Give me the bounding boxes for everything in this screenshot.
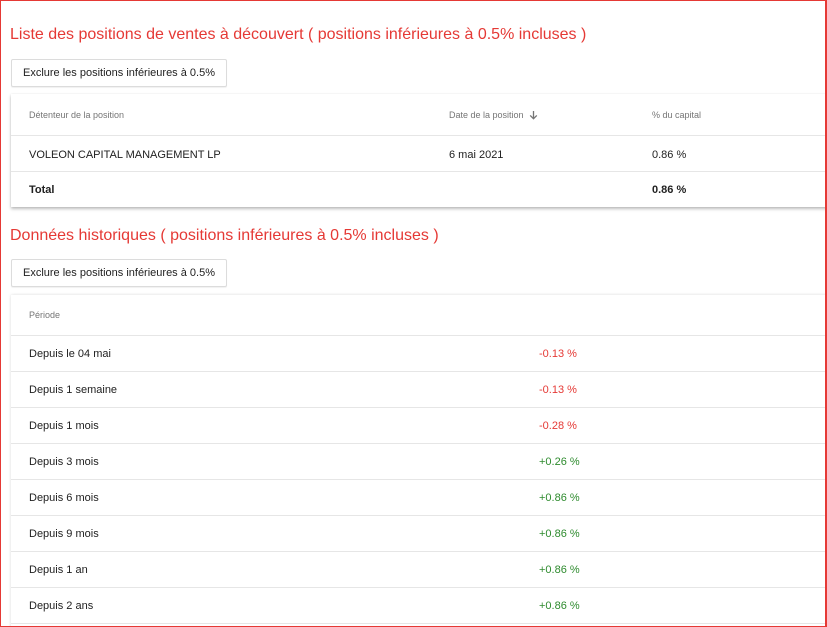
change-value: -0.13 % (539, 348, 577, 360)
table-row: VOLEON CAPITAL MANAGEMENT LP 6 mai 2021 … (11, 135, 825, 172)
arrow-down-icon[interactable] (529, 110, 538, 120)
change-value: +0.86 % (539, 600, 580, 612)
historical-table: Période Depuis le 04 mai -0.13 % Depuis … (11, 295, 825, 626)
change-value: +0.86 % (539, 564, 580, 576)
capital-percent: 0.86 % (652, 149, 687, 161)
period-label: Depuis 2 ans (29, 600, 94, 612)
change-value: -0.13 % (539, 384, 577, 396)
change-value: +0.86 % (539, 492, 580, 504)
table-row: Depuis 1 semaine -0.13 % (11, 371, 825, 408)
column-header-period[interactable]: Période (29, 310, 61, 320)
period-label: Depuis 9 mois (29, 528, 99, 540)
period-label: Depuis 3 mois (29, 456, 99, 468)
column-header-holder[interactable]: Détenteur de la position (29, 110, 125, 120)
table-row: Depuis 1 mois -0.28 % (11, 407, 825, 444)
period-label: Depuis 6 mois (29, 492, 99, 504)
holder-name: VOLEON CAPITAL MANAGEMENT LP (29, 149, 221, 161)
table-row: Depuis 6 mois +0.86 % (11, 479, 825, 516)
table-row: Depuis le 04 mai -0.13 % (11, 335, 825, 372)
historical-data-title: Données historiques ( positions inférieu… (10, 227, 439, 244)
period-label: Depuis le 04 mai (29, 348, 111, 360)
period-label: Depuis 1 an (29, 564, 88, 576)
table-row: Depuis 2 ans +0.86 % (11, 587, 825, 624)
short-positions-table: Détenteur de la position Date de la posi… (11, 94, 825, 207)
total-label: Total (29, 184, 55, 196)
position-date: 6 mai 2021 (449, 149, 504, 161)
change-value: -0.28 % (539, 420, 577, 432)
table-row: Depuis 9 mois +0.86 % (11, 515, 825, 552)
table-header: Période (11, 295, 825, 336)
table-header: Détenteur de la position Date de la posi… (11, 94, 825, 136)
exclude-small-positions-button-historical[interactable]: Exclure les positions inférieures à 0.5% (11, 259, 227, 287)
period-label: Depuis 1 semaine (29, 384, 118, 396)
period-label: Depuis 1 mois (29, 420, 99, 432)
column-header-capital[interactable]: % du capital (652, 110, 702, 120)
exclude-small-positions-button[interactable]: Exclure les positions inférieures à 0.5% (11, 59, 227, 87)
change-value: +0.26 % (539, 456, 580, 468)
total-row: Total 0.86 % (11, 171, 825, 207)
table-row: Depuis 1 an +0.86 % (11, 551, 825, 588)
column-header-date[interactable]: Date de la position (449, 110, 538, 120)
short-positions-title: Liste des positions de ventes à découver… (10, 26, 587, 43)
total-capital-percent: 0.86 % (652, 184, 687, 196)
column-header-date-label: Date de la position (449, 110, 524, 120)
change-value: +0.86 % (539, 528, 580, 540)
table-row: Depuis 3 mois +0.26 % (11, 443, 825, 480)
